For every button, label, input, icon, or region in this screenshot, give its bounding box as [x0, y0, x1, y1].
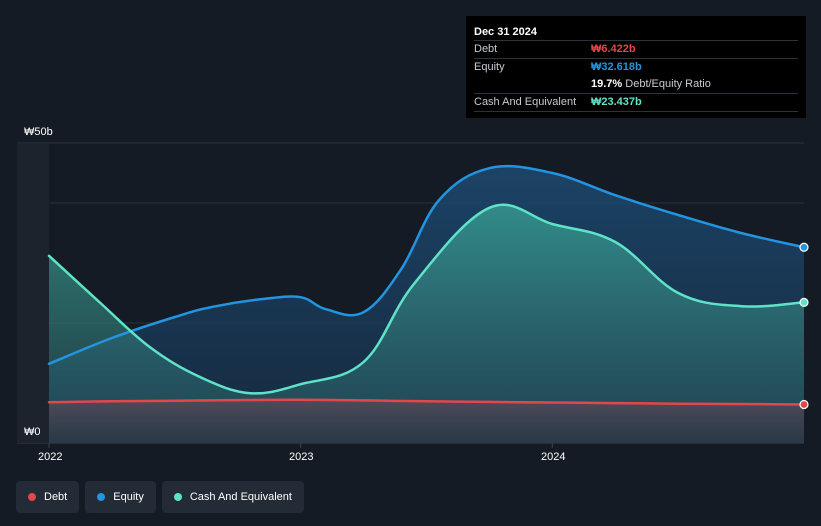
- legend-dot-equity: [97, 493, 106, 501]
- legend-dot-debt: [28, 493, 36, 501]
- legend-label-debt: Debt: [44, 491, 68, 503]
- tooltip-bottom-rule: [474, 111, 798, 129]
- tooltip-ratio-label: Debt/Equity Ratio: [625, 78, 711, 90]
- line-cash-and-equivalent: [47, 203, 806, 395]
- legend-label-equity: Equity: [113, 491, 144, 503]
- x-tick-2024: 2024: [541, 451, 565, 463]
- legend-item-debt[interactable]: Debt: [16, 481, 80, 513]
- line-equity: [47, 164, 806, 366]
- tooltip-ratio-value: 19.7%: [591, 78, 623, 90]
- series-lines: [47, 164, 806, 406]
- end-marker-equity: [799, 242, 809, 252]
- end-marker-cash-and-equivalent: [799, 297, 809, 307]
- legend: Debt Equity Cash And Equivalent: [16, 481, 304, 515]
- tooltip-date: Dec 31 2024: [474, 26, 537, 38]
- tooltip-cash-value: ₩23.437b: [591, 96, 642, 108]
- series-areas: [49, 166, 804, 443]
- tooltip-row-debt: Debt ₩6.422b: [474, 40, 798, 58]
- tooltip-debt-value: ₩6.422b: [591, 43, 636, 55]
- legend-item-equity[interactable]: Equity: [85, 481, 156, 513]
- legend-item-cash[interactable]: Cash And Equivalent: [161, 481, 304, 513]
- x-tick-2023: 2023: [289, 451, 313, 463]
- area-debt: [49, 399, 804, 443]
- y-tick-bottom: ₩0: [24, 426, 41, 438]
- tooltip-equity-value: ₩32.618b: [591, 61, 642, 73]
- tooltip-row-cash: Cash And Equivalent ₩23.437b: [474, 93, 798, 111]
- y-tick-top: ₩50b: [24, 126, 53, 138]
- tooltip-panel: Dec 31 2024 Debt ₩6.422b Equity ₩32.618b…: [466, 16, 806, 118]
- tooltip-debt-label: Debt: [474, 43, 498, 55]
- series-end-markers: [799, 242, 809, 410]
- tooltip-row-ratio: 19.7% Debt/Equity Ratio: [474, 76, 798, 93]
- plot-shade: [17, 144, 49, 443]
- end-marker-debt: [799, 399, 809, 410]
- legend-dot-cash: [173, 493, 182, 501]
- line-debt: [47, 398, 806, 406]
- tooltip-equity-label: Equity: [474, 61, 505, 73]
- x-tick-2022: 2022: [38, 451, 62, 463]
- tooltip-row-equity: Equity ₩32.618b: [474, 58, 798, 76]
- area-cash-and-equivalent: [49, 204, 804, 443]
- tooltip-cash-label: Cash And Equivalent: [474, 96, 577, 108]
- legend-label-cash: Cash And Equivalent: [189, 491, 292, 503]
